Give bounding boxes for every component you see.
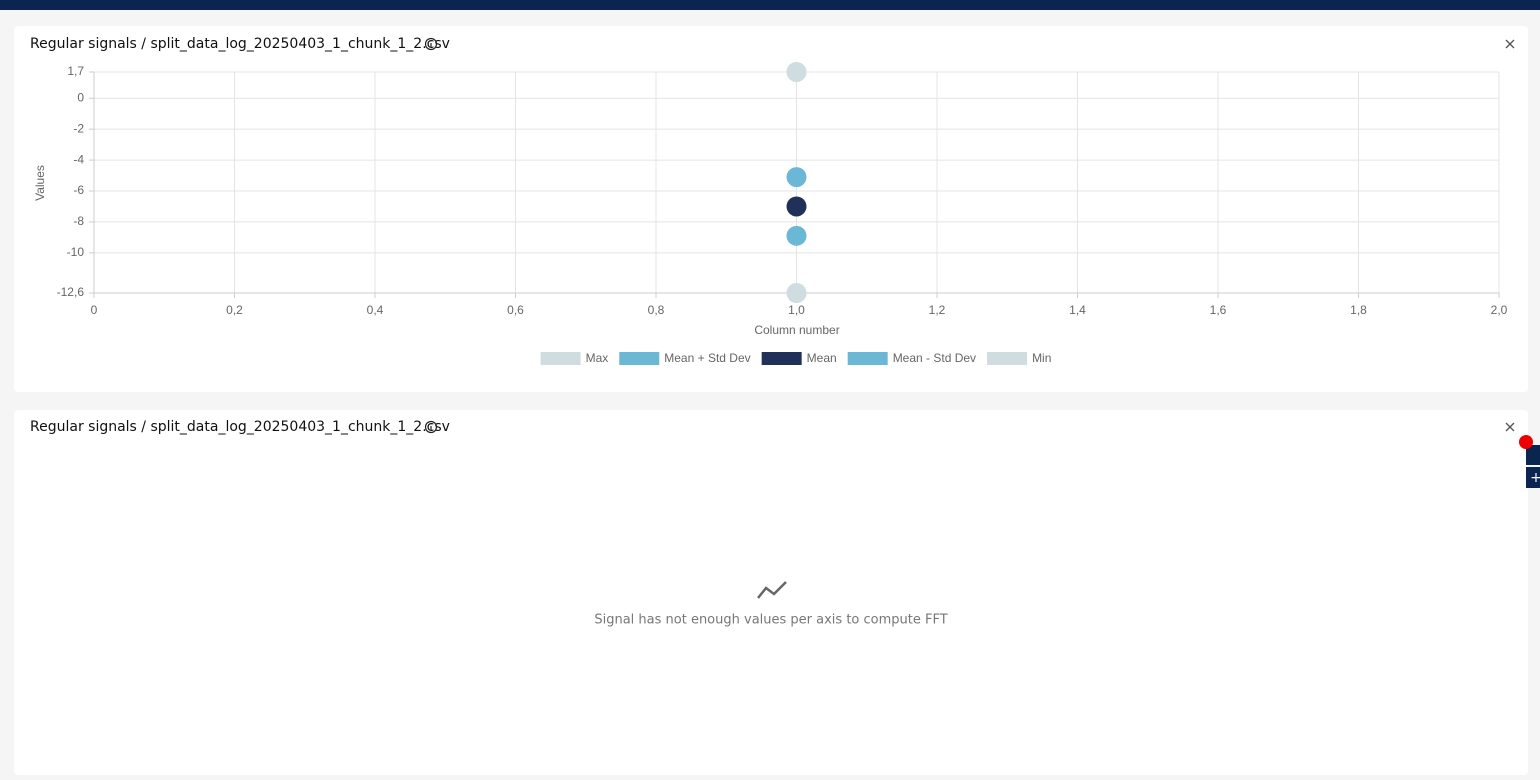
x-tick-label: 1,0 — [788, 303, 805, 317]
top-bar — [0, 0, 1540, 10]
empty-message: Signal has not enough values per axis to… — [594, 613, 947, 628]
x-tick-label: 2,0 — [1491, 303, 1508, 317]
x-tick-label: 0,2 — [226, 303, 243, 317]
y-tick-label: -10 — [67, 245, 85, 259]
x-tick-label: 0,4 — [367, 303, 384, 317]
y-tick-label: -8 — [73, 214, 84, 228]
side-widget[interactable]: + — [1519, 435, 1540, 488]
point — [786, 225, 807, 246]
point — [786, 167, 807, 188]
legend: Max Mean + Std Dev Mean Mean - Std Dev Min — [540, 351, 1051, 365]
legend-swatch — [987, 352, 1028, 365]
close-button[interactable] — [1505, 422, 1515, 432]
panel-title: Regular signals / split_data_log_2025040… — [30, 419, 450, 435]
legend-swatch — [761, 352, 802, 365]
panel-title: Regular signals / split_data_log_2025040… — [30, 36, 450, 52]
info-icon[interactable] — [424, 37, 438, 51]
point — [786, 62, 807, 82]
empty-chart-icon — [757, 581, 787, 599]
y-tick-label: 1,7 — [67, 64, 84, 78]
point — [786, 196, 807, 217]
y-tick-label: -2 — [73, 121, 84, 135]
legend-label: Max — [586, 351, 609, 365]
chart-panel — [14, 26, 1528, 392]
y-axis-label: Values — [33, 165, 47, 201]
y-tick-label: 0 — [77, 90, 84, 104]
y-tick-label: -6 — [73, 183, 84, 197]
x-tick-label: 1,6 — [1210, 303, 1227, 317]
x-tick-label: 0,8 — [648, 303, 665, 317]
x-axis-label: Column number — [754, 323, 839, 337]
legend-swatch — [847, 352, 888, 365]
point — [786, 283, 807, 303]
plot: 1,7 0 -2 -4 -6 -8 -10 -12,6 0 0,2 0,4 0,6 0,8 1,0 1,2 1… — [57, 62, 1508, 317]
svg-text:+: + — [1530, 470, 1540, 486]
legend-label: Mean + Std Dev — [664, 351, 750, 365]
close-button[interactable] — [1505, 39, 1515, 49]
x-tick-label: 0 — [91, 303, 98, 317]
x-tick-label: 1,2 — [929, 303, 946, 317]
legend-label: Mean - Std Dev — [893, 351, 976, 365]
y-tick-label: -12,6 — [57, 285, 85, 299]
y-tick-label: -4 — [73, 152, 84, 166]
x-tick-label: 0,6 — [507, 303, 524, 317]
x-tick-label: 1,4 — [1069, 303, 1086, 317]
legend-swatch — [540, 352, 581, 365]
legend-swatch — [619, 352, 660, 365]
info-icon[interactable] — [424, 420, 438, 434]
legend-label: Mean — [807, 351, 837, 365]
x-tick-label: 1,8 — [1350, 303, 1367, 317]
legend-label: Min — [1032, 351, 1051, 365]
